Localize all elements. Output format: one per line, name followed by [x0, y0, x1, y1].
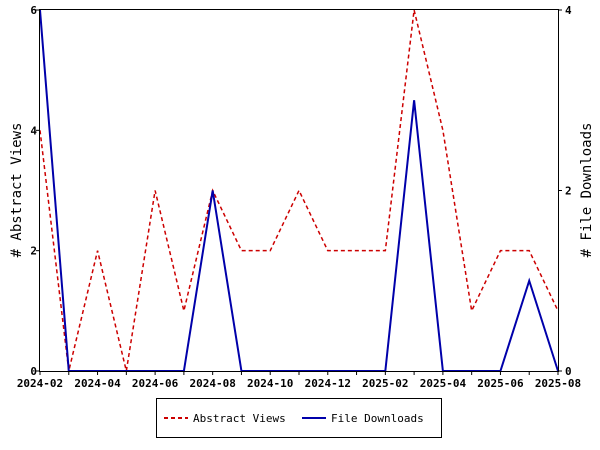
legend-box — [156, 398, 442, 438]
x-tick-label: 2025-02 — [362, 377, 408, 390]
legend: Abstract Views File Downloads — [156, 398, 442, 438]
series-line-file-downloads — [39, 9, 559, 372]
x-tick-label: 2025-06 — [477, 377, 524, 390]
x-tick-label: 2025-04 — [420, 377, 467, 390]
legend-label-file-downloads: File Downloads — [331, 412, 424, 425]
chart-marks — [39, 9, 559, 372]
plot-frame — [39, 9, 559, 372]
y-tick-label: 0 — [30, 365, 37, 378]
y-tick-label: 4 — [30, 124, 37, 137]
y2-tick-label: 0 — [565, 365, 572, 378]
series-line-abstract-views — [39, 9, 559, 372]
y-axis-title: # Abstract Views — [9, 123, 25, 258]
x-tick-label: 2024-08 — [189, 377, 235, 390]
y2-axis-title: # File Downloads — [579, 123, 595, 258]
y2-tick-label: 2 — [565, 185, 572, 198]
y-tick-label: 2 — [30, 245, 37, 258]
x-tick-label: 2024-12 — [305, 377, 351, 390]
x-tick-label: 2024-06 — [132, 377, 179, 390]
y2-tick-label: 4 — [565, 4, 572, 17]
x-tick-label: 2025-08 — [535, 377, 581, 390]
x-tick-label: 2024-10 — [247, 377, 293, 390]
legend-label-abstract-views: Abstract Views — [193, 412, 286, 425]
axes: 0 2 4 6 0 2 4 2024-02 2024-04 2024-06 2024-08 2024-… — [17, 4, 581, 390]
x-tick-label: 2024-02 — [17, 377, 63, 390]
x-tick-label: 2024-04 — [74, 377, 121, 390]
y-tick-label: 6 — [30, 4, 37, 17]
